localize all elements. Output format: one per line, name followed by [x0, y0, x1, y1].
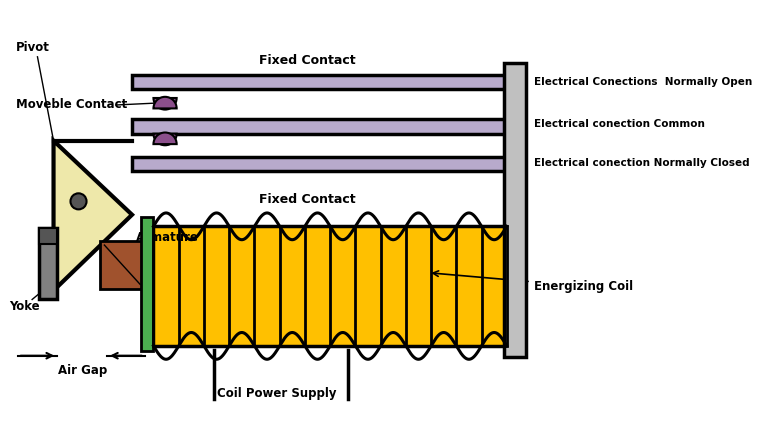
Bar — [132, 75, 509, 89]
Text: Armature: Armature — [136, 230, 198, 244]
Bar — [132, 157, 509, 171]
Text: Yoke: Yoke — [9, 300, 39, 313]
Wedge shape — [153, 98, 177, 110]
Bar — [153, 227, 507, 346]
Bar — [39, 228, 57, 300]
Text: Air Gap: Air Gap — [59, 364, 108, 377]
Text: Electrical conection Common: Electrical conection Common — [534, 119, 705, 129]
Bar — [132, 119, 509, 133]
Text: Energizing Coil: Energizing Coil — [534, 280, 633, 292]
Text: Moveble Contact: Moveble Contact — [16, 99, 127, 111]
Wedge shape — [153, 97, 177, 108]
Bar — [141, 218, 153, 351]
Text: Fixed Contact: Fixed Contact — [260, 193, 356, 206]
Text: Electrical conection Normally Closed: Electrical conection Normally Closed — [534, 158, 749, 168]
Text: Coil Power Supply: Coil Power Supply — [217, 387, 336, 399]
Bar — [100, 241, 144, 289]
Circle shape — [70, 193, 86, 210]
Text: Electrical Conections  Normally Open: Electrical Conections Normally Open — [534, 77, 752, 87]
Bar — [504, 63, 526, 357]
Text: Fixed Contact: Fixed Contact — [260, 54, 356, 67]
Text: Pivot: Pivot — [16, 41, 50, 54]
Polygon shape — [53, 141, 132, 291]
Wedge shape — [153, 134, 177, 145]
Bar — [39, 228, 57, 244]
Wedge shape — [153, 133, 177, 144]
